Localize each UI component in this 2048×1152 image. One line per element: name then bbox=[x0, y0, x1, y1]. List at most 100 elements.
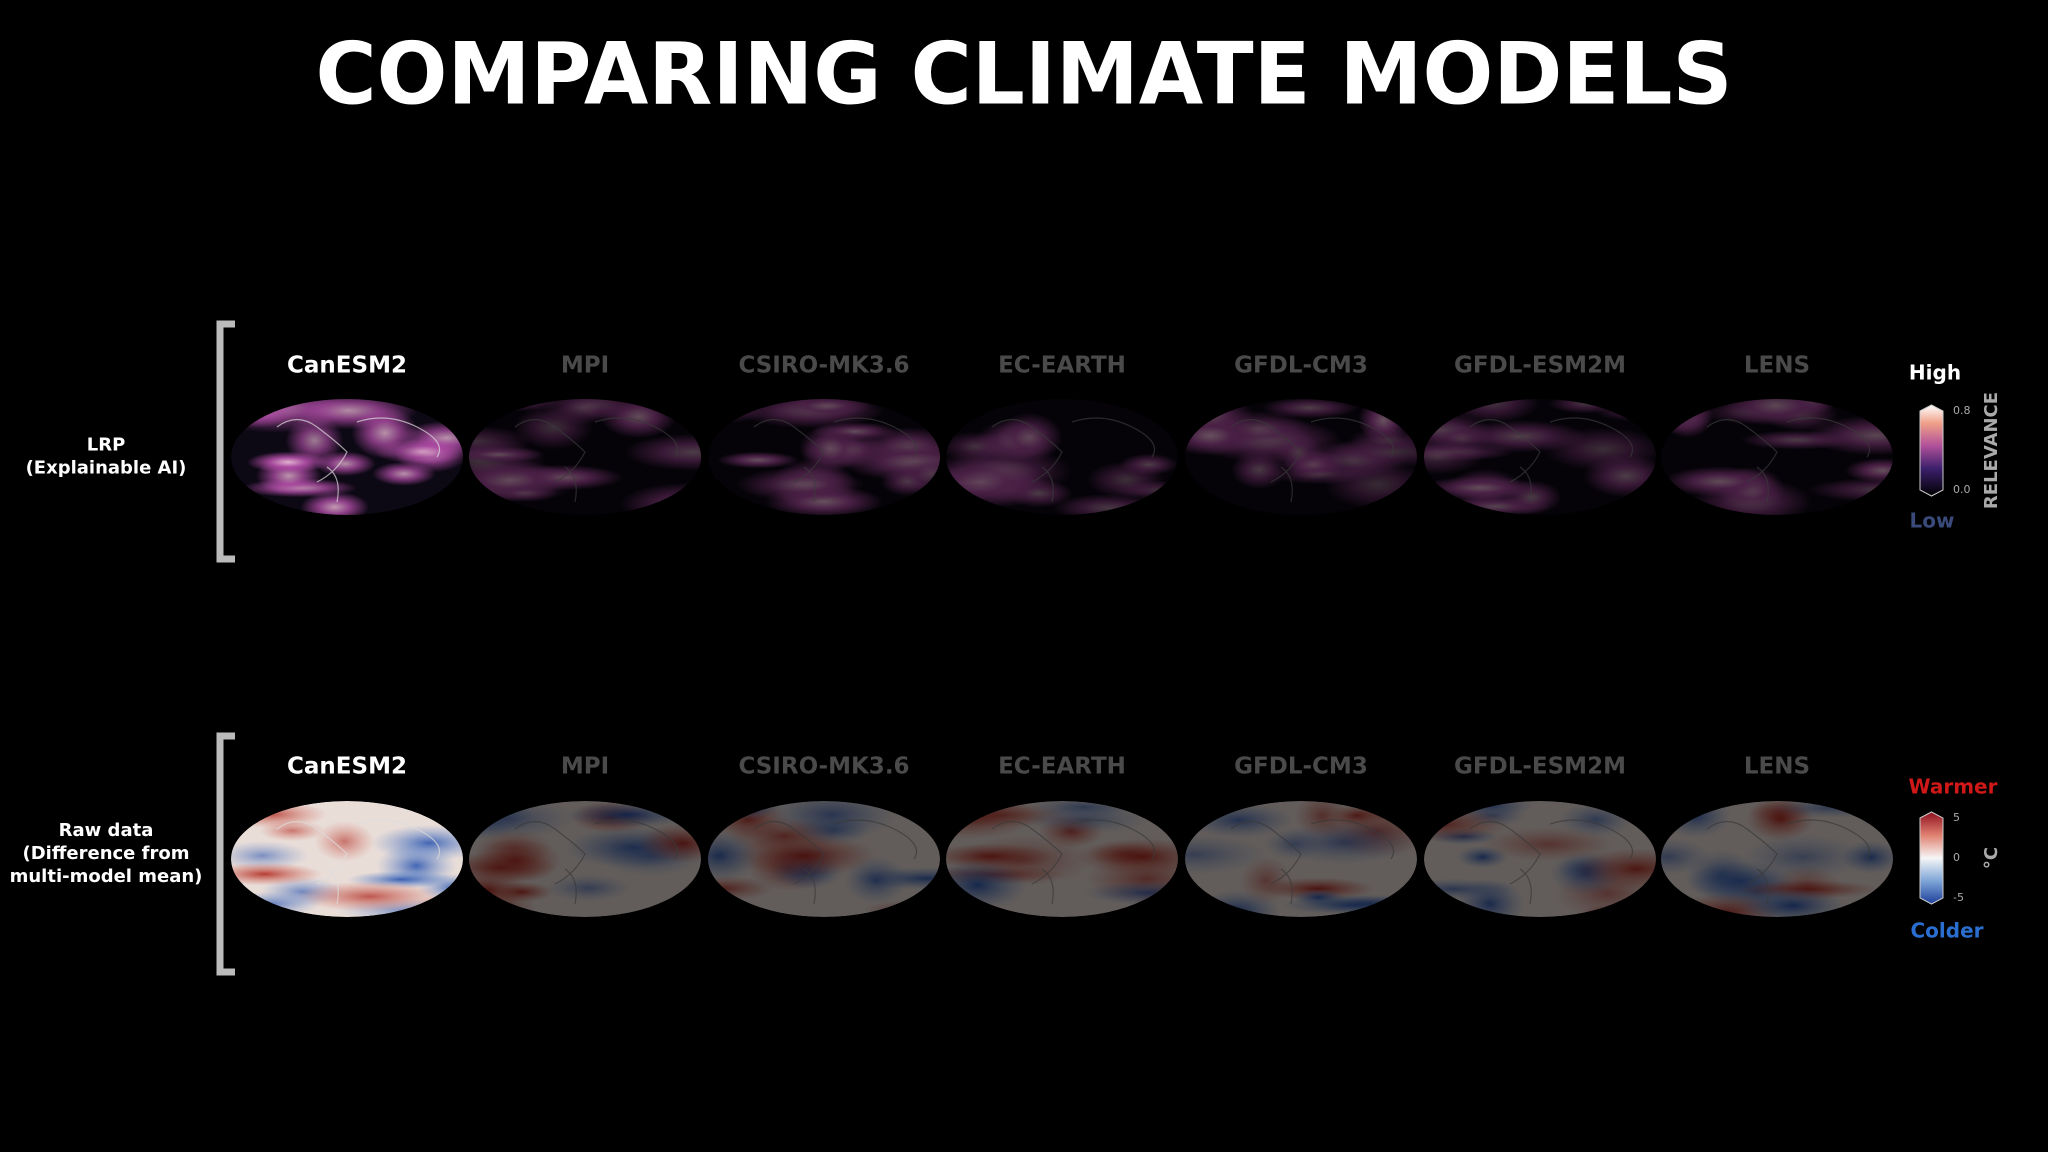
map-pattern bbox=[1661, 801, 1731, 838]
model-name: GFDL-CM3 bbox=[1234, 353, 1368, 379]
map-pattern bbox=[863, 900, 932, 917]
map-pattern bbox=[565, 801, 689, 828]
map-pattern bbox=[996, 412, 1063, 462]
map-pattern bbox=[1457, 845, 1508, 869]
map-pattern bbox=[1661, 838, 1712, 876]
map-pattern bbox=[946, 859, 1028, 911]
map-pattern bbox=[469, 446, 545, 463]
map-outline bbox=[1706, 417, 1871, 503]
map-pattern bbox=[1594, 402, 1656, 422]
map-pattern bbox=[513, 405, 594, 450]
map-pattern bbox=[1771, 801, 1886, 819]
model-name: GFDL-CM3 bbox=[1234, 754, 1368, 780]
map-pattern bbox=[1455, 879, 1525, 917]
map-pattern bbox=[1806, 415, 1893, 456]
map-outline bbox=[991, 819, 1156, 905]
map-pattern bbox=[1444, 399, 1540, 424]
map-pattern bbox=[735, 467, 865, 502]
colorbar bbox=[1919, 811, 1944, 905]
map-pattern bbox=[1661, 399, 1712, 434]
row-label: (Explainable AI) bbox=[26, 458, 187, 479]
map-pattern bbox=[374, 438, 463, 465]
map-pattern bbox=[1424, 476, 1540, 500]
row-label: LRP bbox=[87, 435, 126, 456]
colorbar-tick-label: 5 bbox=[1953, 811, 1960, 824]
map-pattern bbox=[709, 801, 781, 820]
map-pattern bbox=[1548, 399, 1623, 414]
colorbar-tick-label: 0.0 bbox=[1953, 483, 1971, 496]
model-name: GFDL-ESM2M bbox=[1454, 754, 1626, 780]
map-pattern bbox=[1740, 887, 1846, 917]
map-outline bbox=[753, 819, 918, 905]
map bbox=[946, 399, 1178, 515]
map-pattern bbox=[1663, 466, 1777, 497]
map-outline bbox=[1469, 819, 1634, 905]
map bbox=[708, 801, 940, 917]
map-pattern bbox=[470, 837, 562, 883]
colorbar-bottom-label: Colder bbox=[1910, 919, 1983, 943]
map-pattern bbox=[1185, 834, 1266, 875]
map-outline bbox=[991, 417, 1156, 503]
colorbar-bottom-label: Low bbox=[1910, 509, 1955, 533]
map-outline bbox=[276, 819, 441, 905]
map-outline bbox=[514, 819, 679, 905]
model-name: CSIRO-MK3.6 bbox=[738, 754, 909, 780]
map bbox=[469, 801, 701, 917]
map-pattern bbox=[1023, 805, 1149, 834]
model-name: CanESM2 bbox=[287, 754, 407, 780]
model-name: LENS bbox=[1744, 353, 1810, 379]
map bbox=[1424, 399, 1656, 515]
model-name: LENS bbox=[1744, 754, 1810, 780]
model-name: MPI bbox=[561, 754, 609, 780]
map-pattern bbox=[1231, 450, 1288, 490]
map-pattern bbox=[1052, 493, 1164, 515]
model-name: CanESM2 bbox=[287, 353, 407, 379]
map-pattern bbox=[1424, 438, 1484, 475]
map-pattern bbox=[231, 862, 323, 886]
map-pattern bbox=[1844, 458, 1893, 483]
map-pattern bbox=[545, 874, 631, 902]
colorbar-tick-label: 0.8 bbox=[1953, 404, 1971, 417]
map-pattern bbox=[231, 891, 321, 917]
map bbox=[1185, 399, 1417, 515]
map-pattern bbox=[300, 491, 370, 515]
colorbar-tick-label: 0 bbox=[1953, 851, 1960, 864]
bracket bbox=[216, 732, 235, 976]
map-pattern bbox=[372, 461, 436, 486]
map-pattern bbox=[1084, 880, 1178, 905]
bracket bbox=[216, 320, 235, 563]
map-pattern bbox=[1860, 399, 1893, 416]
map-pattern bbox=[1722, 399, 1830, 426]
model-name: CSIRO-MK3.6 bbox=[738, 353, 909, 379]
map-pattern bbox=[285, 415, 344, 466]
map-pattern bbox=[1542, 427, 1656, 471]
map bbox=[708, 399, 940, 515]
map-pattern bbox=[469, 399, 568, 412]
row-label: (Difference from bbox=[22, 843, 189, 864]
map-pattern bbox=[1481, 827, 1615, 862]
map-outline bbox=[514, 417, 679, 503]
map-outline bbox=[1230, 819, 1395, 905]
map-pattern bbox=[708, 876, 774, 901]
map bbox=[231, 399, 463, 515]
map-pattern bbox=[1087, 461, 1165, 499]
map-pattern bbox=[492, 484, 559, 503]
map-pattern bbox=[946, 456, 1036, 507]
map-pattern bbox=[1305, 894, 1417, 913]
colorbar-tick-label: -5 bbox=[1953, 891, 1964, 904]
model-name: EC-EARTH bbox=[998, 353, 1126, 379]
map-pattern bbox=[1193, 890, 1281, 917]
colorbar-axis-label: RELEVANCE bbox=[1981, 392, 2002, 509]
map bbox=[1424, 801, 1656, 917]
colorbar-top-label: Warmer bbox=[1909, 775, 1998, 799]
map-outline bbox=[1230, 417, 1395, 503]
colorbar bbox=[1919, 404, 1944, 497]
map-pattern bbox=[1272, 433, 1324, 472]
map-pattern bbox=[231, 399, 303, 428]
model-name: GFDL-ESM2M bbox=[1454, 353, 1626, 379]
map-pattern bbox=[1264, 828, 1323, 860]
row-label: Raw data bbox=[59, 820, 154, 841]
map-pattern bbox=[1185, 415, 1258, 456]
